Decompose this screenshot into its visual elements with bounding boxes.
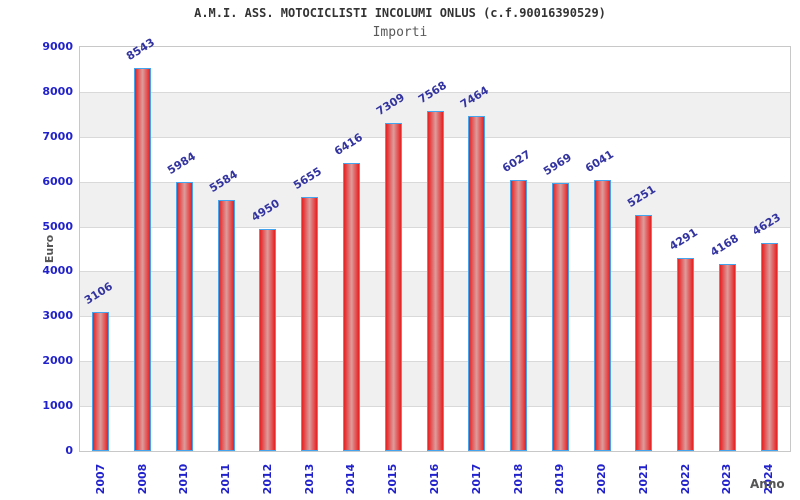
bar-value-label: 4168 xyxy=(708,231,742,259)
bar-value-label: 4291 xyxy=(666,226,700,254)
bar xyxy=(635,215,653,451)
y-axis-tick-label: 9000 xyxy=(42,40,73,53)
y-axis-tick-label: 1000 xyxy=(42,399,73,413)
bar xyxy=(468,115,486,451)
x-axis-tick-label: 2018 xyxy=(511,463,525,495)
x-axis-tick-label: 2022 xyxy=(678,463,692,495)
chart-subtitle: Importi xyxy=(372,25,428,40)
x-axis-title: Anno xyxy=(750,477,785,491)
plot-area: 0 1000 2000 3000 4000 5000 6000 7000 8000 9000 310… xyxy=(42,35,791,494)
x-axis-tick-label: 2020 xyxy=(595,463,609,495)
bar-value-label: 6027 xyxy=(499,148,533,176)
y-axis-tick-label: 6000 xyxy=(42,174,73,188)
bar xyxy=(134,67,152,451)
y-axis-tick-label: 2000 xyxy=(42,354,73,368)
bar-value-label: 5969 xyxy=(541,150,575,179)
bar xyxy=(175,182,193,451)
x-axis-tick-label: 2023 xyxy=(720,463,734,495)
gridline xyxy=(80,91,790,93)
bar xyxy=(551,183,569,451)
y-axis-tick-label: 4000 xyxy=(42,264,73,278)
bar xyxy=(384,122,402,451)
x-axis-tick-label: 2021 xyxy=(636,463,650,495)
bar xyxy=(342,162,360,451)
y-axis-tick-label: 5000 xyxy=(42,219,73,233)
bar xyxy=(426,111,444,451)
bar-value-label: 6041 xyxy=(583,147,617,175)
y-axis-tick-label: 8000 xyxy=(42,84,73,98)
bar xyxy=(301,197,319,451)
x-axis-tick-label: 2010 xyxy=(177,463,191,495)
x-axis-tick-label: 2008 xyxy=(135,463,149,495)
bar xyxy=(718,263,736,451)
y-axis-tick-label: 7000 xyxy=(42,129,73,143)
bar-value-label: 5984 xyxy=(165,150,199,178)
bar xyxy=(259,228,277,451)
x-axis-tick-label: 2007 xyxy=(93,463,107,495)
bar xyxy=(760,243,778,451)
bar xyxy=(593,179,611,451)
x-axis-tick-label: 2013 xyxy=(302,463,316,495)
bar xyxy=(92,311,110,451)
x-axis-tick-label: 2019 xyxy=(553,463,567,495)
x-axis-tick-label: 2015 xyxy=(386,463,400,495)
bar xyxy=(510,180,528,451)
x-axis-tick-label: 2011 xyxy=(219,463,233,495)
x-axis-tick-label: 2016 xyxy=(428,463,441,495)
x-axis-tick-label: 2017 xyxy=(469,463,483,495)
y-axis-title: Euro xyxy=(43,234,56,264)
y-axis-tick-label: 0 xyxy=(65,444,73,457)
x-axis-tick-label: 2014 xyxy=(344,463,358,495)
bar xyxy=(217,200,235,451)
bar xyxy=(677,258,695,451)
chart-title: A.M.I. ASS. MOTOCICLISTI INCOLUMI ONLUS … xyxy=(194,6,606,20)
y-axis-tick-label: 3000 xyxy=(42,309,73,323)
x-axis-tick-label: 2012 xyxy=(260,463,274,495)
